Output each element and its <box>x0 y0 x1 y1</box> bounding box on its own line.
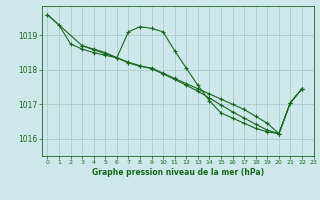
X-axis label: Graphe pression niveau de la mer (hPa): Graphe pression niveau de la mer (hPa) <box>92 168 264 177</box>
